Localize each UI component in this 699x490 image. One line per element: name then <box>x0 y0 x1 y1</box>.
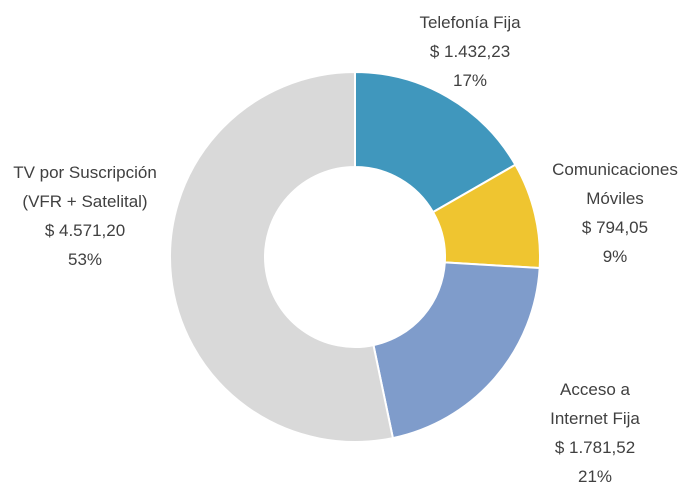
data-label: Telefonía Fija $ 1.432,23 17% <box>390 8 550 95</box>
data-label: TV por Suscripción (VFR + Satelital) $ 4.… <box>5 158 165 274</box>
percent-label: 53% <box>67 250 103 269</box>
category: Acceso a Internet Fija <box>550 380 640 428</box>
category: Comunicaciones Móviles <box>552 160 678 208</box>
percent-label: 17% <box>452 71 488 90</box>
value-label: $ 794,05 <box>581 218 649 237</box>
data-label: Comunicaciones Móviles $ 794,05 9% <box>530 155 699 271</box>
value-label: $ 1.781,52 <box>554 438 636 457</box>
category: TV por Suscripción (VFR + Satelital) <box>13 163 157 211</box>
category: Telefonía Fija <box>419 13 521 32</box>
data-label: Acceso a Internet Fija $ 1.781,52 21% <box>530 375 660 490</box>
donut-slice <box>169 70 395 443</box>
donut-slice <box>372 261 541 440</box>
value-label: $ 4.571,20 <box>44 221 126 240</box>
value-label: $ 1.432,23 <box>429 42 511 61</box>
percent-label: 9% <box>602 247 628 266</box>
donut-slice <box>354 70 517 214</box>
percent-label: 21% <box>577 467 613 486</box>
